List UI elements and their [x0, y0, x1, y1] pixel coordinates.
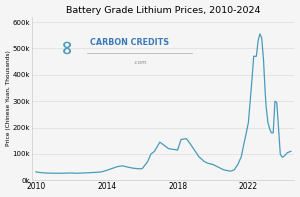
- Y-axis label: Price (Chinese Yuan, Thousands): Price (Chinese Yuan, Thousands): [6, 51, 10, 147]
- Title: Battery Grade Lithium Prices, 2010-2024: Battery Grade Lithium Prices, 2010-2024: [66, 6, 261, 15]
- Text: .com: .com: [133, 60, 147, 65]
- Text: CARBON CREDITS: CARBON CREDITS: [90, 38, 169, 46]
- Text: ∞: ∞: [57, 38, 76, 54]
